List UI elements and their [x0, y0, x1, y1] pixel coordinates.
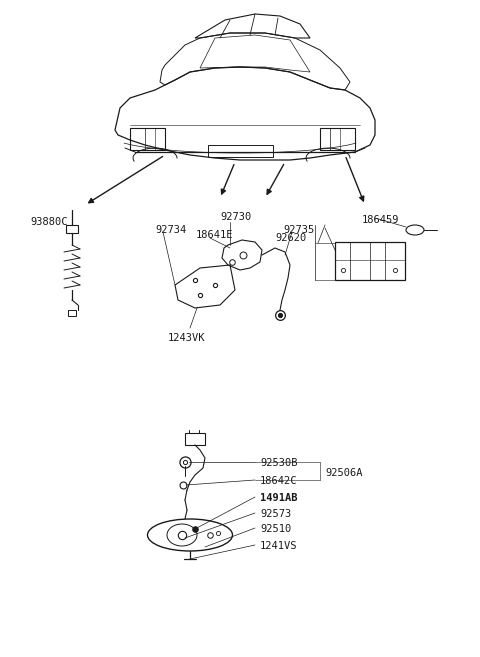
Text: 186459: 186459 — [362, 215, 399, 225]
Bar — [68, 310, 76, 316]
Text: 1243VK: 1243VK — [168, 333, 205, 343]
Text: 92506A: 92506A — [325, 468, 362, 478]
Bar — [208, 145, 273, 157]
Bar — [66, 225, 78, 233]
Text: 92730: 92730 — [220, 212, 251, 222]
Text: 92510: 92510 — [260, 524, 291, 534]
Text: 92620: 92620 — [276, 233, 307, 243]
Bar — [320, 128, 355, 150]
Text: 93880C: 93880C — [30, 217, 68, 227]
Text: 18642C: 18642C — [260, 476, 298, 486]
Text: 92573: 92573 — [260, 509, 291, 519]
Bar — [335, 242, 405, 280]
Bar — [185, 433, 205, 445]
Text: 18641E: 18641E — [196, 230, 233, 240]
Text: 92735: 92735 — [283, 225, 314, 235]
Text: 92734: 92734 — [155, 225, 186, 235]
Text: 1491AB: 1491AB — [260, 493, 298, 503]
Text: 1241VS: 1241VS — [260, 541, 298, 551]
Bar — [130, 128, 165, 150]
Text: 92530B: 92530B — [260, 458, 298, 468]
